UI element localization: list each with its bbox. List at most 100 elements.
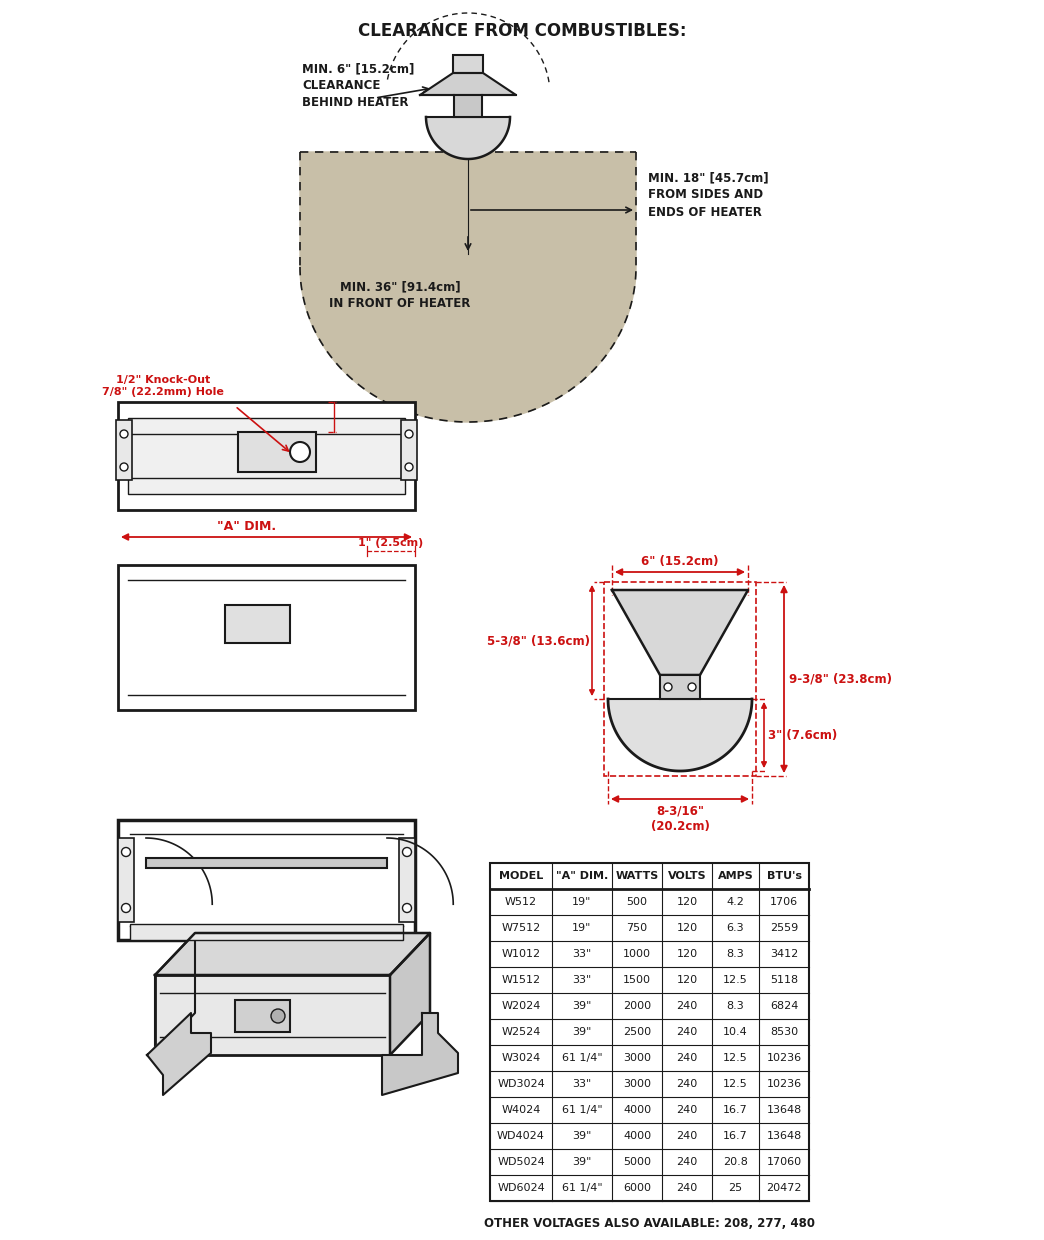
Text: 33": 33": [572, 975, 592, 985]
Text: 2"(5.0cm): 2"(5.0cm): [195, 463, 257, 472]
Text: 1" (2.5cm): 1" (2.5cm): [358, 538, 424, 548]
Text: 19": 19": [572, 923, 592, 932]
Text: 4-7/8"
(12.4cm): 4-7/8" (12.4cm): [338, 405, 394, 428]
Text: 20.8: 20.8: [723, 1157, 748, 1167]
Text: 500: 500: [626, 897, 647, 906]
Text: 240: 240: [677, 1027, 697, 1037]
Text: 6" (15.2cm): 6" (15.2cm): [641, 556, 718, 568]
Circle shape: [121, 847, 130, 857]
Bar: [130, 924, 403, 940]
Polygon shape: [155, 932, 195, 1055]
Bar: [118, 565, 416, 711]
Polygon shape: [426, 117, 511, 159]
Text: 3000: 3000: [623, 1053, 651, 1063]
Circle shape: [664, 683, 672, 691]
Bar: [490, 863, 809, 1202]
Bar: [116, 420, 132, 480]
Text: WD5024: WD5024: [497, 1157, 545, 1167]
Polygon shape: [155, 932, 430, 975]
Text: WD6024: WD6024: [497, 1183, 545, 1193]
Bar: [146, 858, 387, 868]
Text: 6.3: 6.3: [727, 923, 744, 932]
Text: 240: 240: [677, 1157, 697, 1167]
Circle shape: [121, 904, 130, 913]
Bar: [454, 95, 482, 117]
Text: W3024: W3024: [501, 1053, 541, 1063]
Text: 1/2" Knock-Out
7/8" (22.2mm) Hole: 1/2" Knock-Out 7/8" (22.2mm) Hole: [102, 374, 223, 397]
Text: 750: 750: [626, 923, 647, 932]
Text: 240: 240: [677, 1105, 697, 1115]
Text: 12.5: 12.5: [723, 975, 748, 985]
Bar: [128, 418, 405, 494]
Text: 12.5: 12.5: [723, 1079, 748, 1089]
Text: 240: 240: [677, 1079, 697, 1089]
Text: 1706: 1706: [769, 897, 798, 906]
Text: 33": 33": [572, 949, 592, 959]
Text: 61 1/4": 61 1/4": [562, 1183, 602, 1193]
Bar: [235, 999, 290, 1032]
Text: 6824: 6824: [769, 1001, 799, 1011]
Text: 10236: 10236: [766, 1079, 802, 1089]
Text: 4.2: 4.2: [727, 897, 744, 906]
Circle shape: [120, 463, 128, 471]
Text: 3000: 3000: [623, 1079, 651, 1089]
Bar: [155, 975, 390, 1055]
Polygon shape: [420, 73, 516, 95]
Text: 120: 120: [677, 949, 697, 959]
Text: CLEARANCE FROM COMBUSTIBLES:: CLEARANCE FROM COMBUSTIBLES:: [358, 22, 686, 40]
Text: MIN. 18" [45.7cm]
FROM SIDES AND
ENDS OF HEATER: MIN. 18" [45.7cm] FROM SIDES AND ENDS OF…: [648, 171, 768, 218]
Text: 1500: 1500: [623, 975, 651, 985]
Text: W1512: W1512: [501, 975, 541, 985]
Bar: [118, 838, 134, 923]
Text: 8530: 8530: [769, 1027, 798, 1037]
Bar: [118, 820, 416, 940]
Polygon shape: [612, 590, 748, 675]
Text: WD3024: WD3024: [497, 1079, 545, 1089]
Text: 61 1/4": 61 1/4": [562, 1105, 602, 1115]
Text: 12.5: 12.5: [723, 1053, 748, 1063]
Text: 120: 120: [677, 923, 697, 932]
Text: W1012: W1012: [501, 949, 541, 959]
Bar: [453, 55, 483, 73]
Text: 9-3/8" (23.8cm): 9-3/8" (23.8cm): [789, 672, 892, 686]
Text: 10236: 10236: [766, 1053, 802, 1063]
Text: 2559: 2559: [769, 923, 798, 932]
Text: MIN. 6" [15.2cm]
CLEARANCE
BEHIND HEATER: MIN. 6" [15.2cm] CLEARANCE BEHIND HEATER: [302, 62, 414, 109]
Text: WD4024: WD4024: [497, 1131, 545, 1141]
Text: "A" DIM.: "A" DIM.: [555, 870, 608, 880]
Text: 10.4: 10.4: [723, 1027, 748, 1037]
Text: 6000: 6000: [623, 1183, 651, 1193]
Text: W7512: W7512: [501, 923, 541, 932]
Circle shape: [405, 463, 413, 471]
Text: 2000: 2000: [623, 1001, 651, 1011]
Text: 39": 39": [572, 1131, 592, 1141]
Bar: [226, 605, 290, 644]
Text: 39": 39": [572, 1157, 592, 1167]
Text: 5-3/8" (13.6cm): 5-3/8" (13.6cm): [487, 634, 590, 647]
Text: 240: 240: [677, 1183, 697, 1193]
Text: 16.7: 16.7: [723, 1105, 748, 1115]
Text: VOLTS: VOLTS: [668, 870, 707, 880]
Text: 4000: 4000: [623, 1105, 651, 1115]
Text: MODEL: MODEL: [499, 870, 543, 880]
Text: BTU's: BTU's: [766, 870, 802, 880]
Text: 8-3/16"
(20.2cm): 8-3/16" (20.2cm): [650, 804, 710, 833]
Polygon shape: [300, 153, 636, 422]
Text: 16.7: 16.7: [723, 1131, 748, 1141]
Text: 120: 120: [677, 975, 697, 985]
Text: AMPS: AMPS: [717, 870, 754, 880]
Text: 19": 19": [572, 897, 592, 906]
Text: 20472: 20472: [766, 1183, 802, 1193]
Text: 39": 39": [572, 1001, 592, 1011]
Circle shape: [290, 441, 310, 463]
Text: 13648: 13648: [766, 1105, 802, 1115]
Text: 2500: 2500: [623, 1027, 651, 1037]
Bar: [604, 582, 756, 776]
Text: WATTS: WATTS: [615, 870, 659, 880]
Text: 8.3: 8.3: [727, 949, 744, 959]
Text: 33": 33": [572, 1079, 592, 1089]
Text: W4024: W4024: [501, 1105, 541, 1115]
Bar: [238, 432, 316, 472]
Text: 240: 240: [677, 1053, 697, 1063]
Circle shape: [688, 683, 696, 691]
